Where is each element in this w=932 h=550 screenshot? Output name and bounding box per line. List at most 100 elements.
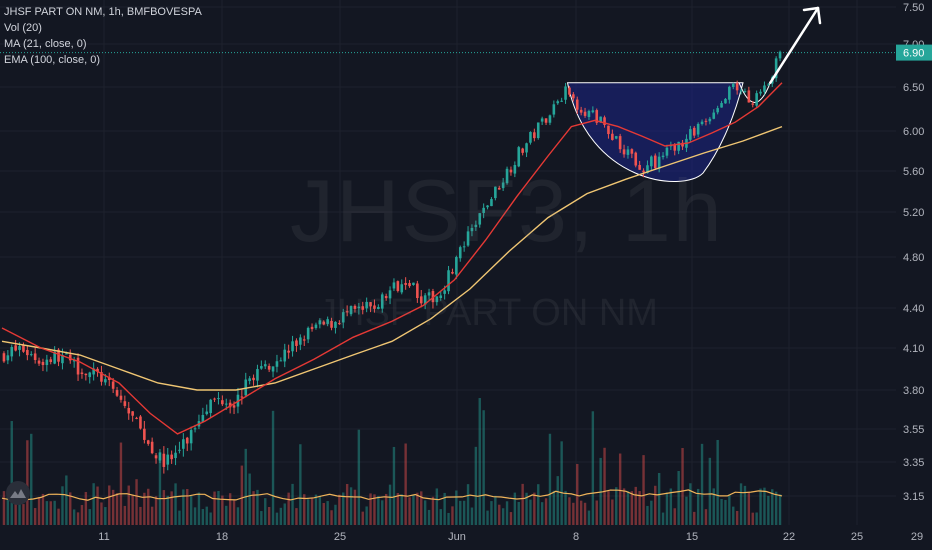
volume-bar (669, 488, 673, 525)
candle-body (548, 115, 552, 123)
candle-body (521, 148, 524, 153)
candle-body (96, 368, 99, 372)
legend-volume[interactable]: Vol (20) (4, 22, 42, 34)
volume-bar (743, 485, 747, 525)
volume-bar (314, 494, 318, 525)
candle-body (618, 136, 622, 150)
candle-body (525, 143, 528, 153)
candle-body (743, 91, 747, 93)
volume-bar (478, 398, 481, 525)
time-tick-label: 15 (686, 531, 698, 543)
arrow-head (802, 6, 822, 25)
volume-bar (525, 492, 528, 525)
volume-bar (498, 504, 501, 525)
volume-bar (33, 508, 37, 525)
volume-bar (92, 483, 95, 525)
volume-bar (470, 507, 474, 525)
volume-bar (591, 411, 595, 525)
price-axis: 7.507.006.506.005.605.204.804.404.103.80… (896, 0, 932, 550)
candle-body (26, 349, 29, 356)
price-tick-label: 3.15 (903, 491, 924, 503)
volume-bar (213, 491, 216, 525)
tradingview-logo-icon[interactable] (6, 481, 30, 505)
candle-body (10, 347, 14, 357)
volume-bar (41, 493, 45, 525)
candle-body (400, 284, 404, 293)
candle-body (357, 306, 361, 309)
candle-body (646, 165, 649, 174)
candle-body (193, 428, 197, 430)
volume-bar (513, 492, 517, 525)
volume-bar (310, 498, 314, 525)
volume-bar (704, 509, 708, 525)
volume-bar (509, 512, 513, 525)
candle-body (517, 147, 521, 167)
legend-symbol[interactable]: JHSF PART ON NM, 1h, BMFBOVESPA (4, 6, 202, 18)
volume-bar (615, 487, 618, 525)
volume-bar (556, 476, 559, 525)
candle-body (314, 324, 318, 329)
volume-bar (603, 447, 606, 525)
candle-body (37, 360, 41, 364)
candle-body (755, 93, 758, 106)
volume-ma-line (1, 489, 783, 501)
legend-ema[interactable]: EMA (100, close, 0) (4, 54, 100, 66)
volume-bar (728, 494, 731, 525)
legend-ma[interactable]: MA (21, close, 0) (4, 38, 87, 50)
volume-bar (572, 502, 575, 525)
candle-body (423, 295, 427, 305)
volume-bar (540, 502, 544, 525)
volume-bar (767, 495, 770, 525)
volume-bar (560, 441, 563, 525)
candle-body (291, 341, 294, 352)
candle-body (100, 372, 103, 382)
candle-body (720, 103, 723, 108)
volume-bar (392, 446, 396, 525)
volume-bar (353, 489, 357, 525)
candle-body (224, 403, 228, 405)
volume-bar (650, 500, 653, 525)
volume-bar (178, 510, 181, 525)
candle-body (759, 91, 762, 94)
candle-body (482, 207, 485, 213)
candle-body (591, 110, 595, 113)
candle-body (735, 83, 739, 91)
chart-grid (0, 0, 918, 525)
volume-bar (162, 490, 166, 525)
candle-body (427, 292, 431, 296)
candle-body (416, 283, 419, 299)
candle-body (306, 327, 310, 340)
volume-bar (657, 472, 661, 525)
volume-bar (166, 495, 169, 525)
volume-bar (279, 507, 283, 525)
candle-body (361, 306, 365, 310)
candle-body (111, 381, 115, 389)
volume-bar (365, 506, 368, 525)
candle-body (201, 415, 205, 422)
time-tick-label: 25 (334, 531, 346, 543)
candle-body (299, 337, 302, 345)
volume-bar (408, 497, 411, 525)
candle-body (162, 453, 166, 467)
volume-bar (388, 484, 392, 525)
volume-bar (244, 448, 247, 525)
candle-body (579, 109, 583, 113)
price-tick-label: 4.40 (903, 303, 924, 315)
volume-bar (611, 499, 614, 525)
volume-bar (447, 512, 450, 525)
candle-body (572, 94, 575, 99)
volume-bar (381, 500, 384, 525)
volume-bar (384, 493, 388, 525)
volume-bar (30, 433, 33, 525)
candle-body (396, 281, 400, 291)
volume-bar (53, 500, 56, 525)
volume-bar (135, 479, 138, 525)
volume-bar (306, 499, 310, 525)
volume-bar (459, 500, 462, 525)
volume-bar (80, 505, 84, 525)
candle-body (166, 454, 170, 465)
candle-body (747, 90, 751, 103)
candle-body (611, 133, 614, 140)
volume-bar (260, 511, 263, 525)
